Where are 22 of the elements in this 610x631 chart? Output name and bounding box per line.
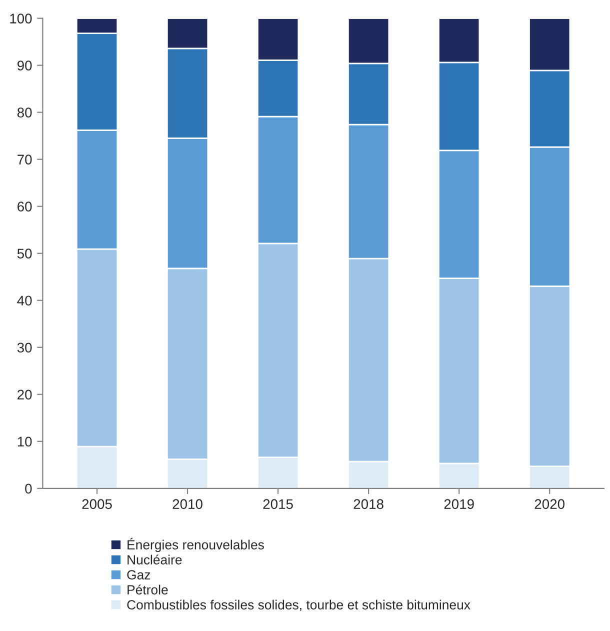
x-tick-label: 2019 [444,499,474,510]
y-tick-label: 40 [17,296,32,306]
y-tick-label: 20 [18,390,32,400]
y-tick-label: 50 [17,248,32,259]
y-tick-label: 80 [17,108,32,118]
legend-label: Pétrole [128,584,168,594]
x-tick-label: 2018 [354,499,384,510]
y-tick-label: 60 [18,202,32,212]
x-tick-label: 2005 [82,499,112,510]
legend-label: Nucléaire [128,554,182,564]
y-tick-label: 70 [18,154,32,164]
x-tick-label: 2010 [172,499,202,510]
y-tick-label: 10 [18,436,32,447]
x-tick-label: 2020 [534,499,564,510]
legend-label: Énergies renouvelables [128,538,264,552]
legend-label: Gaz [127,570,150,580]
y-tick-label: 100 [10,14,32,24]
y-tick-label: 0 [25,484,32,494]
y-tick-label: 90 [17,60,32,70]
legend-label: Combustibles fossiles solides, tourbe et schiste bitumineux [127,600,470,612]
x-tick-label: 2015 [263,499,293,510]
y-tick-label: 30 [17,342,32,353]
